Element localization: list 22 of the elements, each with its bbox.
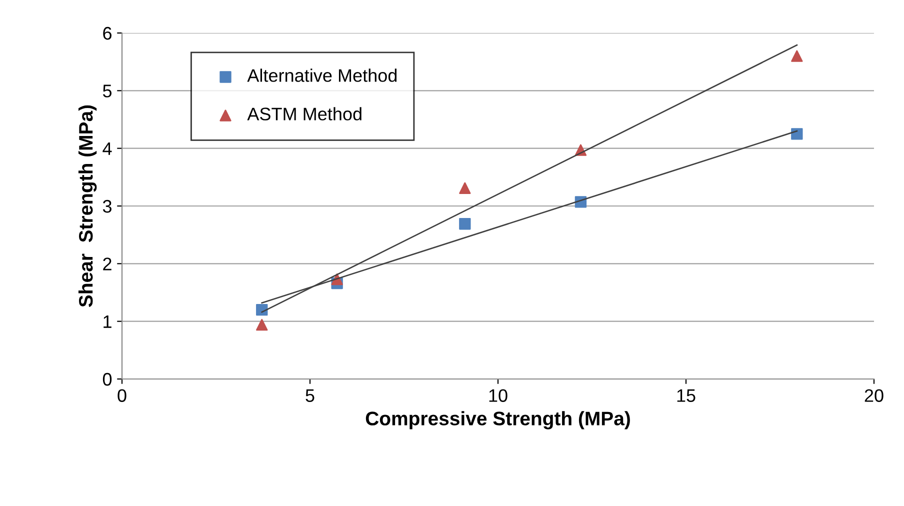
y-tick-label: 5	[102, 84, 112, 98]
y-axis-title: Shear Strength (MPa)	[78, 105, 97, 307]
point	[459, 218, 471, 230]
point	[791, 50, 803, 62]
x-tick-label: 15	[677, 389, 696, 402]
point	[791, 128, 803, 140]
x-tick-label: 5	[306, 389, 314, 402]
y-tick-label: 3	[102, 200, 112, 213]
x-tick-label: 0	[118, 389, 126, 402]
y-tick-label: 2	[103, 258, 112, 270]
point	[459, 182, 471, 194]
legend-label: ASTM Method	[247, 107, 362, 120]
x-axis-title: Compressive Strength (MPa)	[366, 411, 630, 430]
y-tick-label: 0	[102, 372, 112, 386]
y-tick-label: 6	[103, 26, 112, 40]
y-tick-label: 1	[104, 315, 112, 328]
legend-label: Alternative Method	[247, 68, 397, 82]
point	[256, 318, 268, 331]
x-tick-label: 20	[864, 389, 884, 402]
y-tick-label: 4	[102, 142, 112, 155]
point	[256, 304, 268, 316]
x-tick-label: 10	[489, 389, 508, 402]
